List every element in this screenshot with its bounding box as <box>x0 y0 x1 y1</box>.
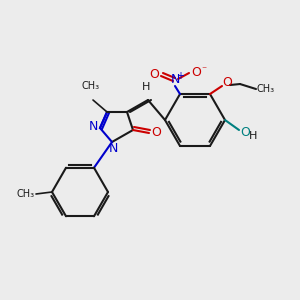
Text: CH₃: CH₃ <box>82 81 100 91</box>
Text: N: N <box>108 142 118 155</box>
Text: N: N <box>170 73 180 85</box>
Text: ⁻: ⁻ <box>201 65 207 75</box>
Text: H: H <box>142 82 150 92</box>
Text: O: O <box>151 125 161 139</box>
Text: +: + <box>176 71 184 81</box>
Text: O: O <box>191 65 201 79</box>
Text: CH₃: CH₃ <box>257 84 275 94</box>
Text: N: N <box>88 121 98 134</box>
Text: O: O <box>222 76 232 88</box>
Text: O: O <box>149 68 159 80</box>
Text: H: H <box>249 131 257 141</box>
Text: O: O <box>240 125 250 139</box>
Text: CH₃: CH₃ <box>17 189 35 199</box>
